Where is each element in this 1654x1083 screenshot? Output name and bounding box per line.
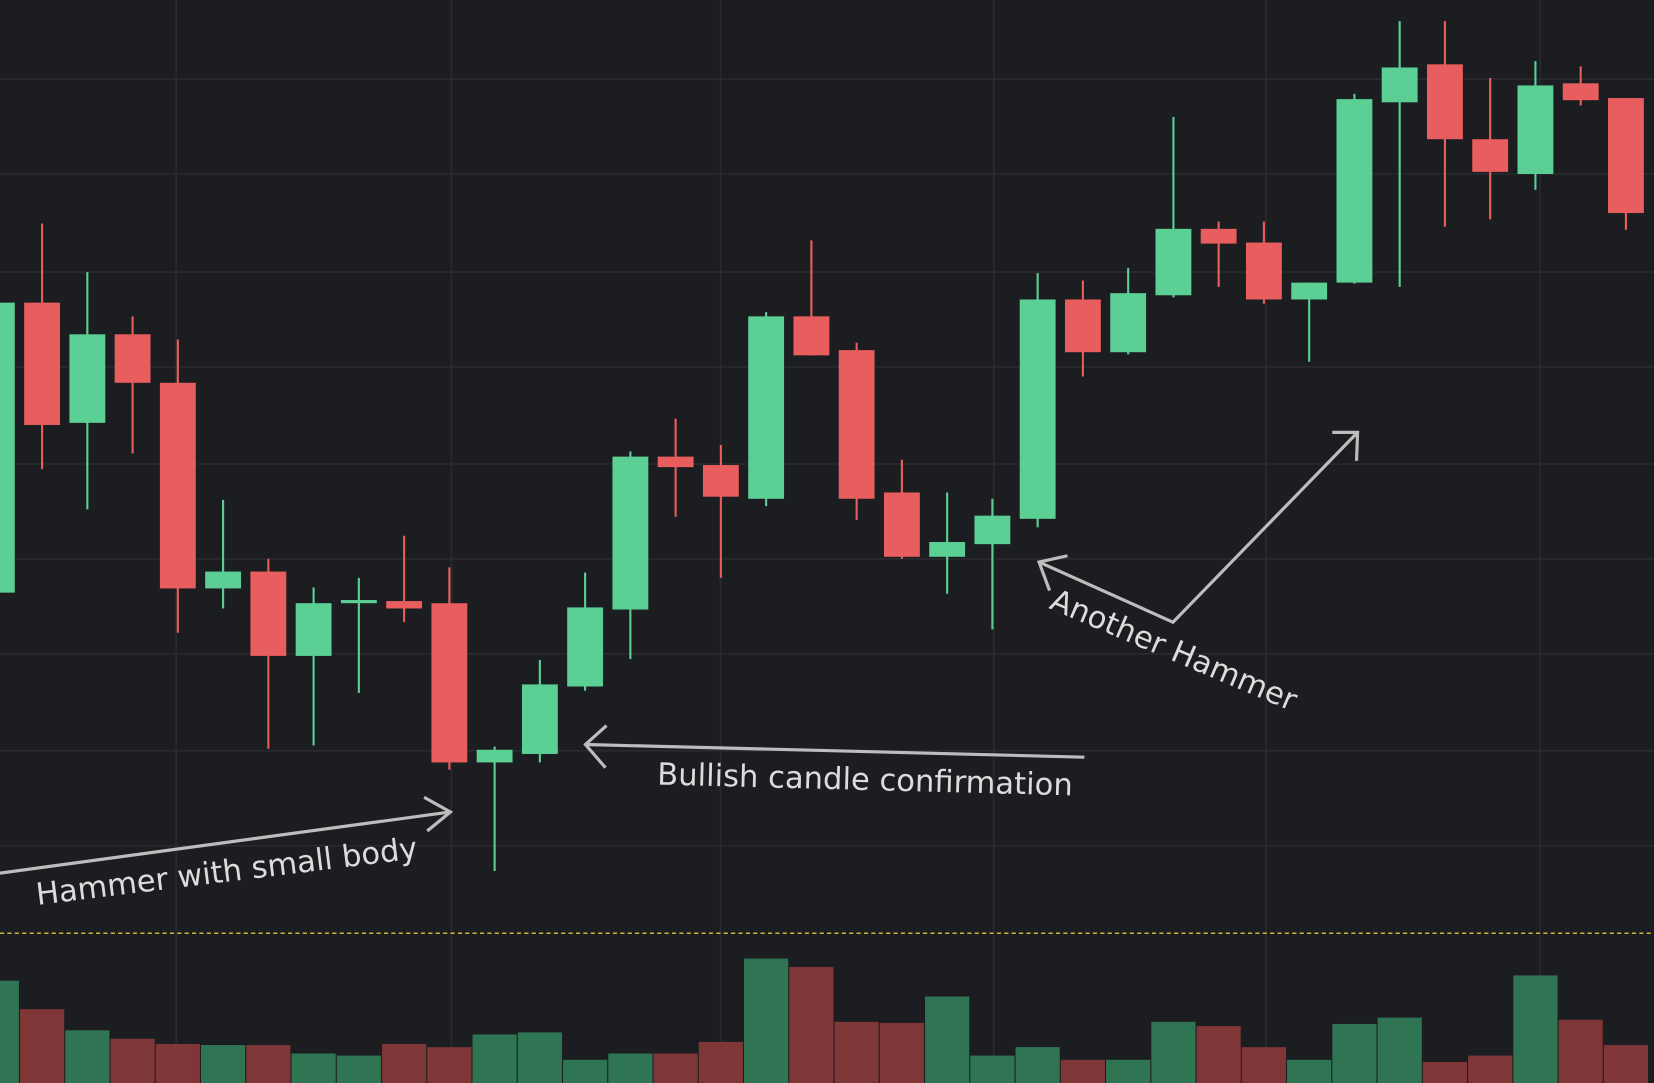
volume-bar	[65, 1030, 110, 1083]
arrow	[583, 724, 1085, 769]
volume-bar	[155, 1043, 200, 1083]
volume-bar	[1241, 1047, 1287, 1083]
volume-bar	[789, 967, 834, 1083]
volume-bar	[1060, 1059, 1106, 1083]
arrow	[1036, 430, 1360, 625]
candle-body	[1608, 98, 1644, 214]
marks	[0, 21, 1649, 1083]
candle-body	[340, 600, 377, 604]
candle-body	[159, 382, 196, 589]
volume-bar	[1558, 1019, 1603, 1083]
volume-bar	[879, 1022, 924, 1083]
volume-bar	[1332, 1023, 1377, 1083]
candle-body	[567, 607, 604, 687]
volume-bar	[517, 1032, 562, 1083]
volume-bar	[1422, 1061, 1468, 1083]
volume-bar	[0, 980, 19, 1083]
volume-bar	[744, 958, 789, 1083]
candle-body	[883, 492, 920, 557]
candle-body	[657, 456, 694, 468]
volume-bar	[1106, 1059, 1151, 1083]
candle-body	[1517, 85, 1554, 174]
candle-body	[1155, 228, 1192, 296]
candle-body	[114, 334, 151, 383]
volume-bar	[1603, 1045, 1649, 1083]
candle-body	[702, 465, 739, 497]
candle-body	[431, 603, 468, 763]
candle-body	[521, 684, 558, 754]
candle-body	[974, 515, 1011, 545]
candle-body	[386, 601, 423, 609]
volume-bar	[382, 1043, 427, 1083]
candle-body	[250, 571, 287, 656]
candle-body	[1472, 139, 1509, 172]
candle-body	[1291, 282, 1328, 300]
volume-bar	[970, 1055, 1015, 1083]
candle-body	[24, 302, 61, 425]
candle-body	[929, 542, 966, 557]
volume-bar	[427, 1047, 472, 1083]
volume-bar	[608, 1053, 653, 1083]
volume-bar	[1151, 1021, 1196, 1083]
volume-bar	[1377, 1017, 1422, 1083]
candle-body	[205, 571, 242, 589]
candle-body	[1381, 67, 1418, 103]
volume-bar	[1015, 1047, 1060, 1083]
candle-body	[838, 350, 875, 499]
volume-bar	[246, 1045, 291, 1083]
arrow	[0, 795, 454, 875]
volume-bar	[1287, 1059, 1332, 1083]
candle-body	[1110, 293, 1147, 353]
candle-body	[793, 316, 830, 356]
candle-body	[0, 302, 15, 593]
volume-bar	[1513, 975, 1558, 1083]
volume-bar	[1468, 1055, 1513, 1083]
volume-bar	[472, 1034, 517, 1083]
volume-bar	[653, 1053, 698, 1083]
candle-body	[612, 456, 649, 610]
candle-body	[1245, 242, 1282, 300]
volume-bar	[19, 1009, 65, 1083]
candle-body	[748, 316, 785, 499]
volume-bar	[1196, 1026, 1241, 1083]
volume-bar	[834, 1021, 879, 1083]
volume-bar	[110, 1038, 155, 1083]
volume-bar	[336, 1055, 381, 1083]
candle-body	[1336, 99, 1373, 283]
candle-body	[1562, 83, 1599, 101]
volume-bar	[291, 1053, 336, 1083]
candle-body	[1426, 64, 1463, 140]
candle-body	[1019, 299, 1056, 519]
volume-bar	[201, 1045, 246, 1083]
volume-bar	[698, 1041, 743, 1083]
volume-bar	[925, 996, 970, 1083]
candle-body	[295, 603, 332, 656]
candle-body	[69, 334, 106, 423]
candle-body	[1064, 299, 1101, 353]
volume-bar	[563, 1059, 608, 1083]
candle-body	[476, 749, 513, 763]
candle-body	[1200, 228, 1237, 244]
